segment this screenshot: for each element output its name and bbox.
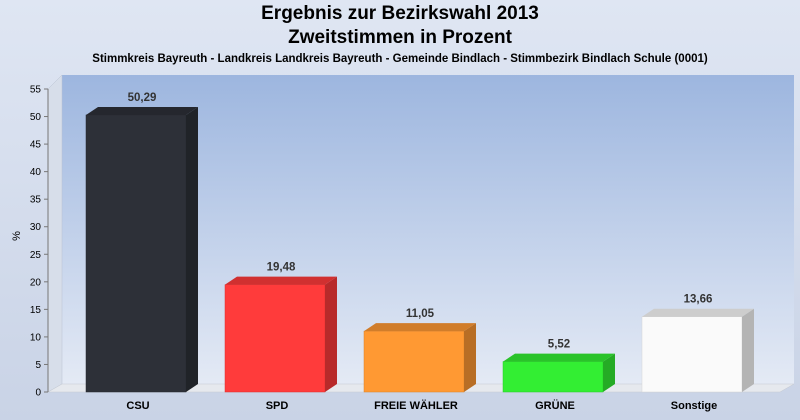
y-tick-label: 45 — [30, 140, 42, 151]
bar-side — [464, 323, 476, 392]
bar-front — [85, 114, 187, 393]
y-tick-label: 20 — [30, 277, 42, 288]
bar-csu: 50,29 — [85, 92, 198, 393]
bar-side — [603, 353, 615, 392]
bar-freie-w-hler: 11,05 — [363, 308, 476, 393]
bar-top — [503, 353, 615, 362]
x-category-label: GRÜNE — [535, 399, 575, 412]
bar-front — [502, 361, 604, 393]
bar-value-label: 13,66 — [684, 294, 713, 306]
y-tick-label: 50 — [30, 112, 42, 123]
bar-sonstige: 13,66 — [641, 294, 754, 393]
plot-side-wall — [47, 74, 63, 393]
bar-spd: 19,48 — [224, 262, 337, 393]
chart-title-line2: Zweitstimmen in Prozent — [288, 27, 512, 48]
y-tick-label: 35 — [30, 195, 42, 206]
chart-subtitle: Stimmkreis Bayreuth - Landkreis Landkrei… — [92, 53, 708, 65]
x-category-label: FREIE WÄHLER — [374, 399, 458, 412]
y-tick-label: 55 — [30, 85, 42, 96]
bar-front — [641, 316, 743, 393]
bar-value-label: 11,05 — [406, 308, 435, 320]
x-category-label: Sonstige — [671, 400, 717, 412]
y-axis-label: % — [11, 231, 23, 241]
bar-top — [642, 308, 754, 317]
y-tick-label: 10 — [30, 332, 42, 343]
bar-value-label: 50,29 — [128, 92, 157, 104]
bar-value-label: 5,52 — [548, 339, 570, 351]
chart-title: Ergebnis zur Bezirkswahl 2013 — [261, 3, 539, 24]
y-tick-label: 25 — [30, 250, 42, 261]
bar-gr-ne: 5,52 — [502, 339, 615, 393]
x-category-label: SPD — [266, 400, 289, 412]
y-tick-label: 5 — [35, 360, 41, 371]
bar-top — [86, 106, 198, 115]
bar-top — [225, 276, 337, 285]
bar-front — [224, 284, 326, 393]
y-tick-label: 0 — [35, 388, 41, 399]
bar-front — [363, 330, 465, 393]
bar-value-label: 19,48 — [267, 262, 296, 274]
y-tick-label: 40 — [30, 167, 42, 178]
y-tick-label: 15 — [30, 305, 42, 316]
bar-side — [325, 276, 337, 392]
bar-side — [742, 308, 754, 392]
bar-side — [186, 106, 198, 392]
bar-top — [364, 323, 476, 332]
y-tick-label: 30 — [30, 222, 42, 233]
x-category-label: CSU — [126, 400, 149, 412]
